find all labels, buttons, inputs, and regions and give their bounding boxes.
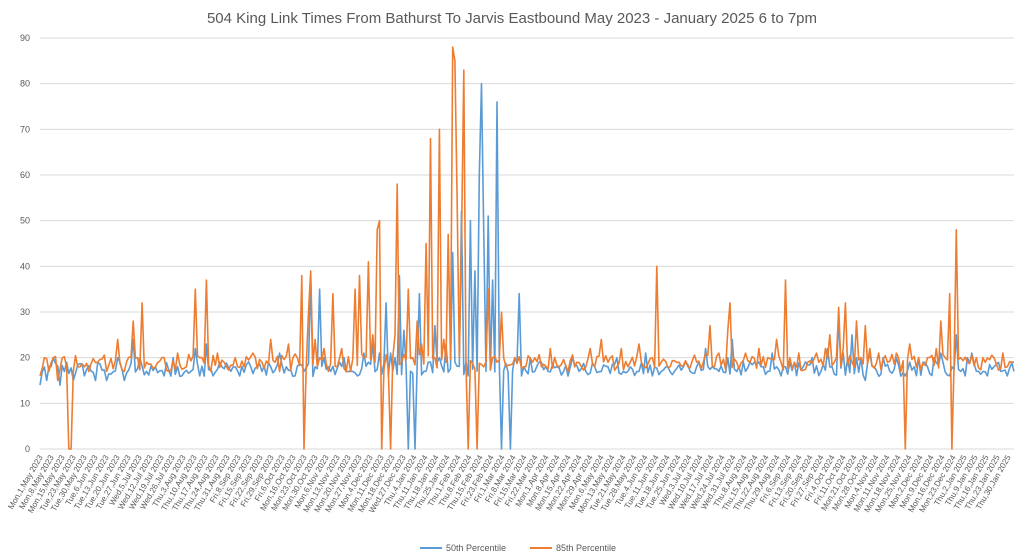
y-tick-label: 0 [25, 444, 30, 454]
y-tick-label: 10 [20, 398, 30, 408]
y-tick-label: 90 [20, 33, 30, 43]
legend-label: 85th Percentile [556, 543, 616, 553]
series-line-p50 [39, 82, 1015, 450]
legend-label: 50th Percentile [446, 543, 506, 553]
series-lines [39, 46, 1015, 450]
y-tick-label: 40 [20, 261, 30, 271]
grid-lines [40, 37, 1014, 450]
chart-title: 504 King Link Times From Bathurst To Jar… [207, 10, 817, 27]
y-tick-label: 60 [20, 170, 30, 180]
y-tick-label: 50 [20, 216, 30, 226]
y-tick-label: 80 [20, 79, 30, 89]
series-line-p85 [39, 46, 1014, 450]
y-tick-label: 70 [20, 124, 30, 134]
y-tick-label: 30 [20, 307, 30, 317]
legend: 50th Percentile 85th Percentile [420, 543, 616, 553]
y-tick-label: 20 [20, 353, 30, 363]
y-axis-ticks: 0 10 20 30 40 50 60 70 80 90 [20, 33, 30, 454]
